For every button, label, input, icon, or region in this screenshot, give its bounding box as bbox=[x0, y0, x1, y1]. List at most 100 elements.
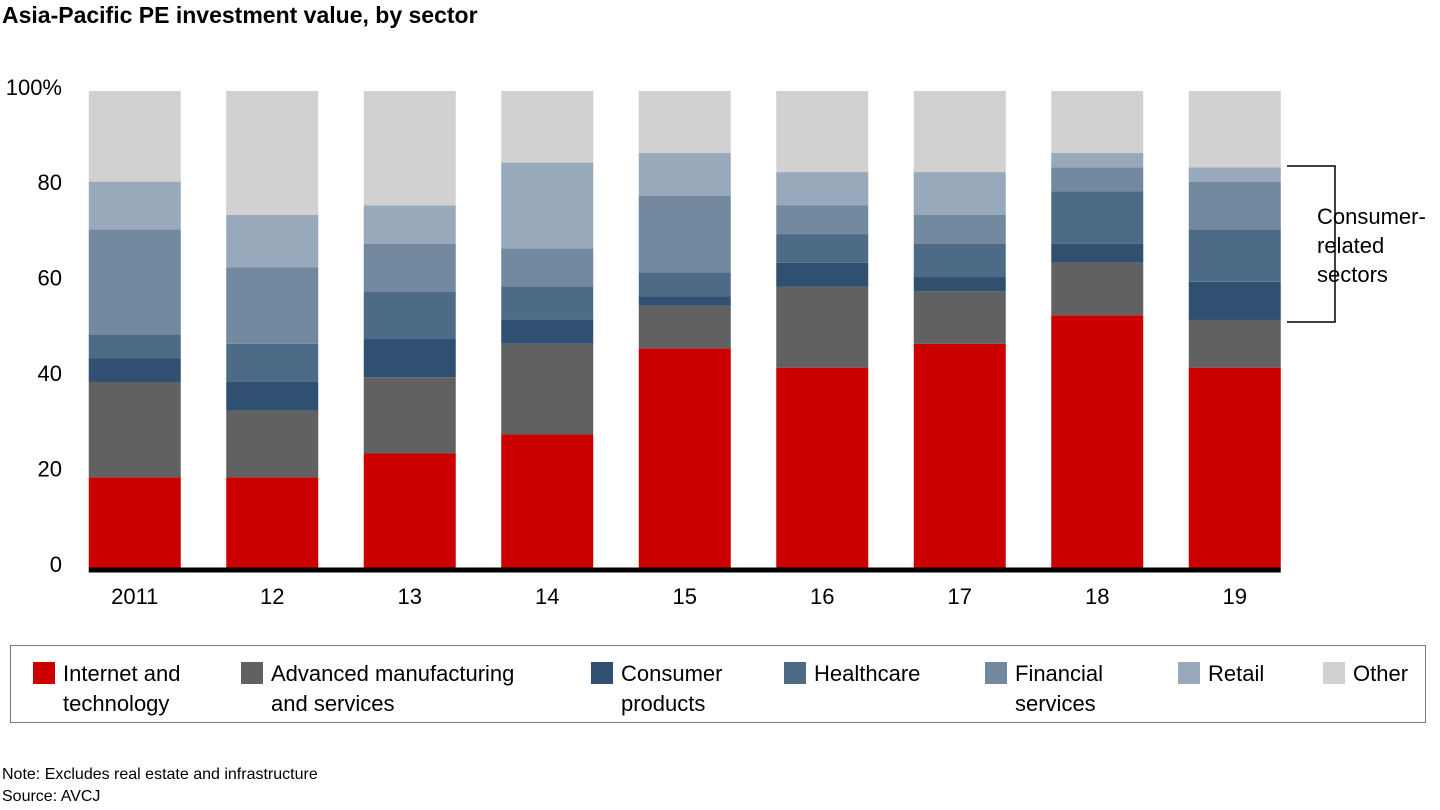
legend-label: Retail bbox=[1208, 661, 1265, 686]
y-tick-label: 40 bbox=[38, 361, 62, 386]
bar-segment bbox=[1051, 153, 1144, 168]
bar-segment bbox=[913, 291, 1006, 344]
legend-swatch bbox=[1323, 662, 1345, 684]
x-tick-label: 17 bbox=[948, 584, 972, 609]
bar-segment bbox=[1051, 243, 1144, 263]
y-tick-label: 100% bbox=[6, 75, 62, 100]
bar-segment bbox=[638, 272, 731, 297]
legend-label: Other bbox=[1353, 661, 1409, 686]
chart-title: Asia-Pacific PE investment value, by sec… bbox=[2, 2, 478, 28]
bar-segment bbox=[1051, 191, 1144, 244]
bar-segment bbox=[226, 477, 319, 568]
bar-segment bbox=[88, 181, 181, 230]
bar-segment bbox=[501, 248, 594, 287]
legend-swatch bbox=[985, 662, 1007, 684]
bracket bbox=[1287, 165, 1336, 323]
bar-segment bbox=[363, 377, 456, 454]
bar-segment bbox=[1188, 281, 1281, 320]
bar-segment bbox=[501, 343, 594, 435]
bar-segment bbox=[1188, 319, 1281, 368]
bar-segment bbox=[776, 367, 869, 568]
bar-segment bbox=[226, 343, 319, 382]
bar-segment bbox=[776, 234, 869, 263]
bar-segment bbox=[88, 334, 181, 359]
bar-segment bbox=[1051, 315, 1144, 568]
source: Source: AVCJ bbox=[2, 788, 101, 805]
x-tick-label: 12 bbox=[260, 584, 284, 609]
bar-segment bbox=[638, 296, 731, 306]
x-tick-label: 15 bbox=[673, 584, 697, 609]
bar-segment bbox=[776, 262, 869, 287]
chart: 0 20 40 60 80 100% 2011 12 13 14 15 16 17 18 19 bbox=[6, 75, 1336, 609]
x-tick-label: 2011 bbox=[111, 584, 158, 609]
bar-segment bbox=[226, 91, 319, 216]
bar-segment bbox=[776, 172, 869, 206]
y-tick-label: 80 bbox=[38, 170, 62, 195]
y-tick-label: 20 bbox=[38, 456, 62, 481]
bar-segment bbox=[776, 91, 869, 173]
bar-segment bbox=[363, 291, 456, 340]
legend-swatch bbox=[784, 662, 806, 684]
bar-segment bbox=[363, 205, 456, 244]
legend-label: Internet and technology bbox=[63, 661, 181, 716]
bar-segment bbox=[501, 286, 594, 320]
bar-segment bbox=[913, 215, 1006, 244]
y-tick-label: 0 bbox=[50, 552, 62, 577]
bar-segment bbox=[363, 91, 456, 206]
bar-segment bbox=[226, 381, 319, 411]
note: Note: Excludes real estate and infrastru… bbox=[2, 766, 318, 783]
bar-segment bbox=[363, 243, 456, 292]
bar-segment bbox=[913, 172, 1006, 216]
bar-segment bbox=[501, 319, 594, 344]
bar-segment bbox=[88, 358, 181, 382]
bar-segment bbox=[913, 343, 1006, 568]
legend-swatch bbox=[33, 662, 55, 684]
bar-segment bbox=[1051, 91, 1144, 154]
bar-segment bbox=[1051, 262, 1144, 316]
annotation: Consumer- related sectors bbox=[1317, 204, 1426, 287]
y-tick-label: 60 bbox=[38, 266, 62, 291]
bar-segment bbox=[638, 91, 731, 154]
bar-segment bbox=[913, 277, 1006, 292]
bar-segment bbox=[501, 91, 594, 163]
bar-segment bbox=[1188, 181, 1281, 230]
bar-segment bbox=[638, 153, 731, 196]
legend: Internet and technology Advanced manufact… bbox=[10, 645, 1426, 723]
x-tick-label: 19 bbox=[1223, 584, 1247, 609]
bar-segment bbox=[226, 267, 319, 344]
bar-segment bbox=[1188, 167, 1281, 182]
x-tick-label: 14 bbox=[535, 584, 559, 609]
bar-segment bbox=[913, 243, 1006, 278]
x-tick-label: 16 bbox=[810, 584, 834, 609]
bar-segment bbox=[913, 91, 1006, 173]
bar-segment bbox=[88, 381, 181, 478]
legend-label: Advanced manufacturing and services bbox=[271, 661, 515, 716]
bar-segment bbox=[1188, 91, 1281, 168]
bar-segment bbox=[501, 434, 594, 568]
bar-segment bbox=[226, 215, 319, 268]
bar-segment bbox=[1188, 367, 1281, 568]
legend-label: Healthcare bbox=[814, 661, 921, 686]
x-tick-label: 13 bbox=[398, 584, 422, 609]
bar-segment bbox=[638, 348, 731, 568]
bar-segment bbox=[88, 91, 181, 182]
bar-segment bbox=[363, 453, 456, 568]
bar-segment bbox=[226, 410, 319, 478]
legend-label: Financial services bbox=[1015, 661, 1104, 716]
bar-segment bbox=[638, 195, 731, 273]
bar-segment bbox=[501, 162, 594, 249]
x-tick-label: 18 bbox=[1085, 584, 1109, 609]
legend-swatch bbox=[241, 662, 263, 684]
bar-segment bbox=[638, 305, 731, 349]
footnote: Note: Excludes real estate and infrastru… bbox=[2, 764, 318, 808]
bar-segment bbox=[88, 477, 181, 568]
bar-segment bbox=[776, 205, 869, 235]
legend-label: Consumer products bbox=[621, 661, 723, 716]
legend-swatch bbox=[591, 662, 613, 684]
bar-segment bbox=[1188, 229, 1281, 282]
legend-swatch bbox=[1178, 662, 1200, 684]
bar-segment bbox=[363, 339, 456, 378]
bar-segment bbox=[776, 286, 869, 368]
bar-segment bbox=[1051, 167, 1144, 192]
